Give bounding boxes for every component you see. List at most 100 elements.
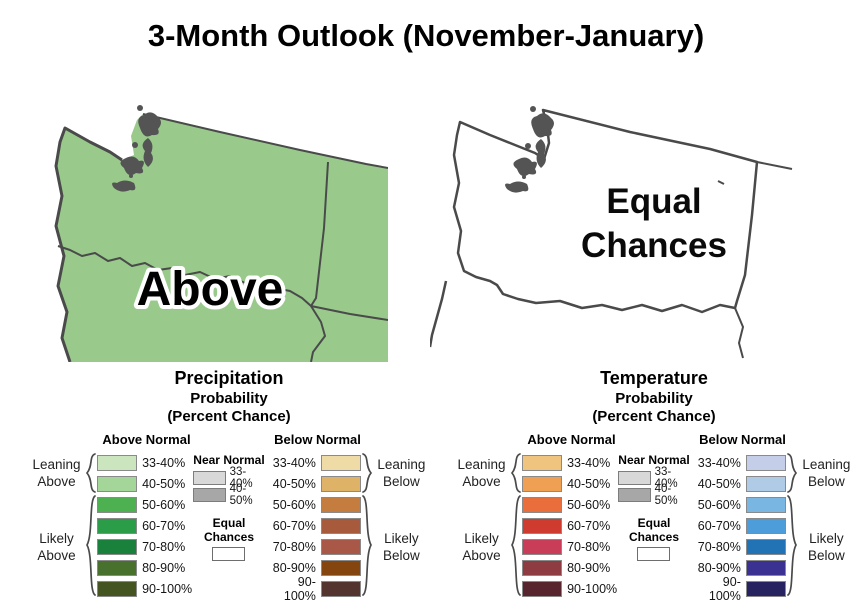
legend-range-label: 80-90% [567, 560, 611, 575]
likely-brace-icon [86, 495, 96, 596]
likely-above-label: Likely Above [37, 530, 76, 563]
legend-swatch [320, 496, 361, 513]
likely-brace-icon [511, 495, 521, 596]
below-braces [361, 452, 374, 599]
legend-scale-row: 33-40% [97, 452, 192, 473]
legend-swatch [320, 538, 361, 555]
likely-brace-icon [787, 495, 797, 596]
legend-headers: Above Normal Below Normal [29, 432, 429, 448]
legend-scale-row: 40-50% [97, 473, 192, 494]
snake-river-border [310, 305, 389, 321]
leaning-above-label: Leaning Above [32, 457, 81, 489]
legend-headers: Above Normal Below Normal [454, 432, 852, 448]
legend-scale-row: 50-60% [690, 494, 786, 515]
legend-range-label: 60-70% [142, 518, 186, 533]
legend-range-label: 50-60% [567, 497, 611, 512]
legend-swatch [522, 496, 563, 513]
legend-grid: Leaning Above Likely Above 33-40% 40-50% 5… [454, 452, 852, 603]
legend-swatch [97, 517, 138, 534]
near-normal-scale: 33-40% 40-50% [192, 466, 266, 507]
above-normal-scale: 33-40% 40-50% 50-60% 60-70% 70-80% 80-90% 90-1… [97, 452, 192, 599]
below-braces [786, 452, 799, 599]
legend-scale-row: 90-100% [265, 575, 361, 603]
precipitation-map-svg: Above [54, 105, 389, 363]
oregon-idaho-border-continuation [734, 307, 745, 359]
legend-scale-row: 40-50% [265, 473, 361, 494]
legend-range-label: 33-40% [654, 466, 678, 491]
legend-scale-row: 70-80% [522, 536, 617, 557]
temperature-legend: Temperature Probability (Percent Chance)… [440, 368, 852, 603]
legend-swatch [97, 475, 138, 492]
legend-swatch [745, 454, 786, 471]
legend-swatch [97, 496, 138, 513]
legend-range-label: 90-100% [708, 574, 741, 603]
leaning-brace-icon [362, 453, 372, 493]
above-normal-header: Above Normal [527, 432, 616, 447]
legend-scale-row: 70-80% [690, 536, 786, 557]
legend-scale-row: 70-80% [97, 536, 192, 557]
legend-scale-row: 33-40% [690, 452, 786, 473]
temperature-map-svg [428, 106, 793, 359]
legend-range-label: 60-70% [272, 518, 316, 533]
precipitation-map: Above [10, 98, 389, 363]
legend-scale-row: 90-100% [690, 575, 786, 603]
leaning-above-label: Leaning Above [457, 457, 506, 489]
legend-title: Precipitation [174, 368, 284, 388]
legend-swatch [97, 538, 138, 555]
legend-scale-row: 60-70% [690, 515, 786, 536]
legend-range-label: 33-40% [229, 466, 253, 491]
legend-range-label: 50-60% [272, 497, 316, 512]
above-group-labels: Leaning Above Likely Above [454, 452, 509, 599]
legend-range-label: 33-40% [272, 455, 316, 470]
legend-scale-row: 33-40% [192, 466, 266, 490]
legend-scale-row: 33-40% [522, 452, 617, 473]
below-group-labels: Leaning Below Likely Below [799, 452, 852, 599]
page-title: 3-Month Outlook (November-January) [147, 18, 705, 53]
legend-swatch [97, 454, 138, 471]
equal-chances-label: Equal Chances [628, 515, 679, 544]
legend-swatch [522, 559, 563, 576]
precipitation-legend: Precipitation Probability (Percent Chanc… [15, 368, 429, 603]
above-braces [84, 452, 97, 599]
legend-range-label: 50-60% [142, 497, 186, 512]
legend-range-label: 60-70% [697, 518, 741, 533]
legend-subtitle: (Percent Chance) [592, 408, 716, 425]
legend-swatch [522, 538, 563, 555]
leaning-brace-icon [85, 453, 96, 493]
oregon-idaho-border [310, 305, 327, 363]
legend-swatch [320, 517, 361, 534]
legend-range-label: 90-100% [567, 581, 618, 596]
legend-range-label: 40-50% [272, 476, 316, 491]
legend-scale-row: 40-50% [617, 483, 691, 507]
leaning-below-label: Leaning Below [802, 457, 851, 489]
legend-range-label: 40-50% [229, 483, 253, 508]
legend-swatch [522, 475, 563, 492]
pacific-coastline [54, 126, 123, 363]
equal-chances-label: Equal Chances [203, 515, 254, 544]
leaning-below-label: Leaning Below [377, 457, 426, 489]
legend-scale-row: 40-50% [192, 483, 266, 507]
legend-swatch [522, 454, 563, 471]
legend-grid: Leaning Above Likely Above 33-40% 40-50% 5… [29, 452, 429, 603]
above-normal-scale: 33-40% 40-50% 50-60% 60-70% 70-80% 80-90% 90-1… [522, 452, 617, 599]
washington-idaho-border [310, 161, 329, 307]
below-group-labels: Leaning Below Likely Below [374, 452, 429, 599]
legend-range-label: 40-50% [567, 476, 611, 491]
legend-subtitle: Probability [615, 390, 693, 407]
legend-swatch [320, 454, 361, 471]
below-normal-header: Below Normal [699, 432, 786, 447]
near-normal-block: Near Normal 33-40% 40-50% Equal Chances [192, 452, 266, 599]
equal-chances-swatch [637, 547, 671, 562]
legend-scale-row: 60-70% [97, 515, 192, 536]
legend-range-label: 33-40% [697, 455, 741, 470]
legend-scale-row: 80-90% [690, 557, 786, 578]
legend-range-label: 80-90% [142, 560, 186, 575]
columbia-river-border [57, 245, 312, 307]
above-braces [509, 452, 522, 599]
legend-range-label: 50-60% [697, 497, 741, 512]
oregon-coastline [428, 280, 448, 348]
legend-swatch [745, 559, 786, 576]
legend-scale-row: 60-70% [265, 515, 361, 536]
legend-scale-row: 40-50% [690, 473, 786, 494]
